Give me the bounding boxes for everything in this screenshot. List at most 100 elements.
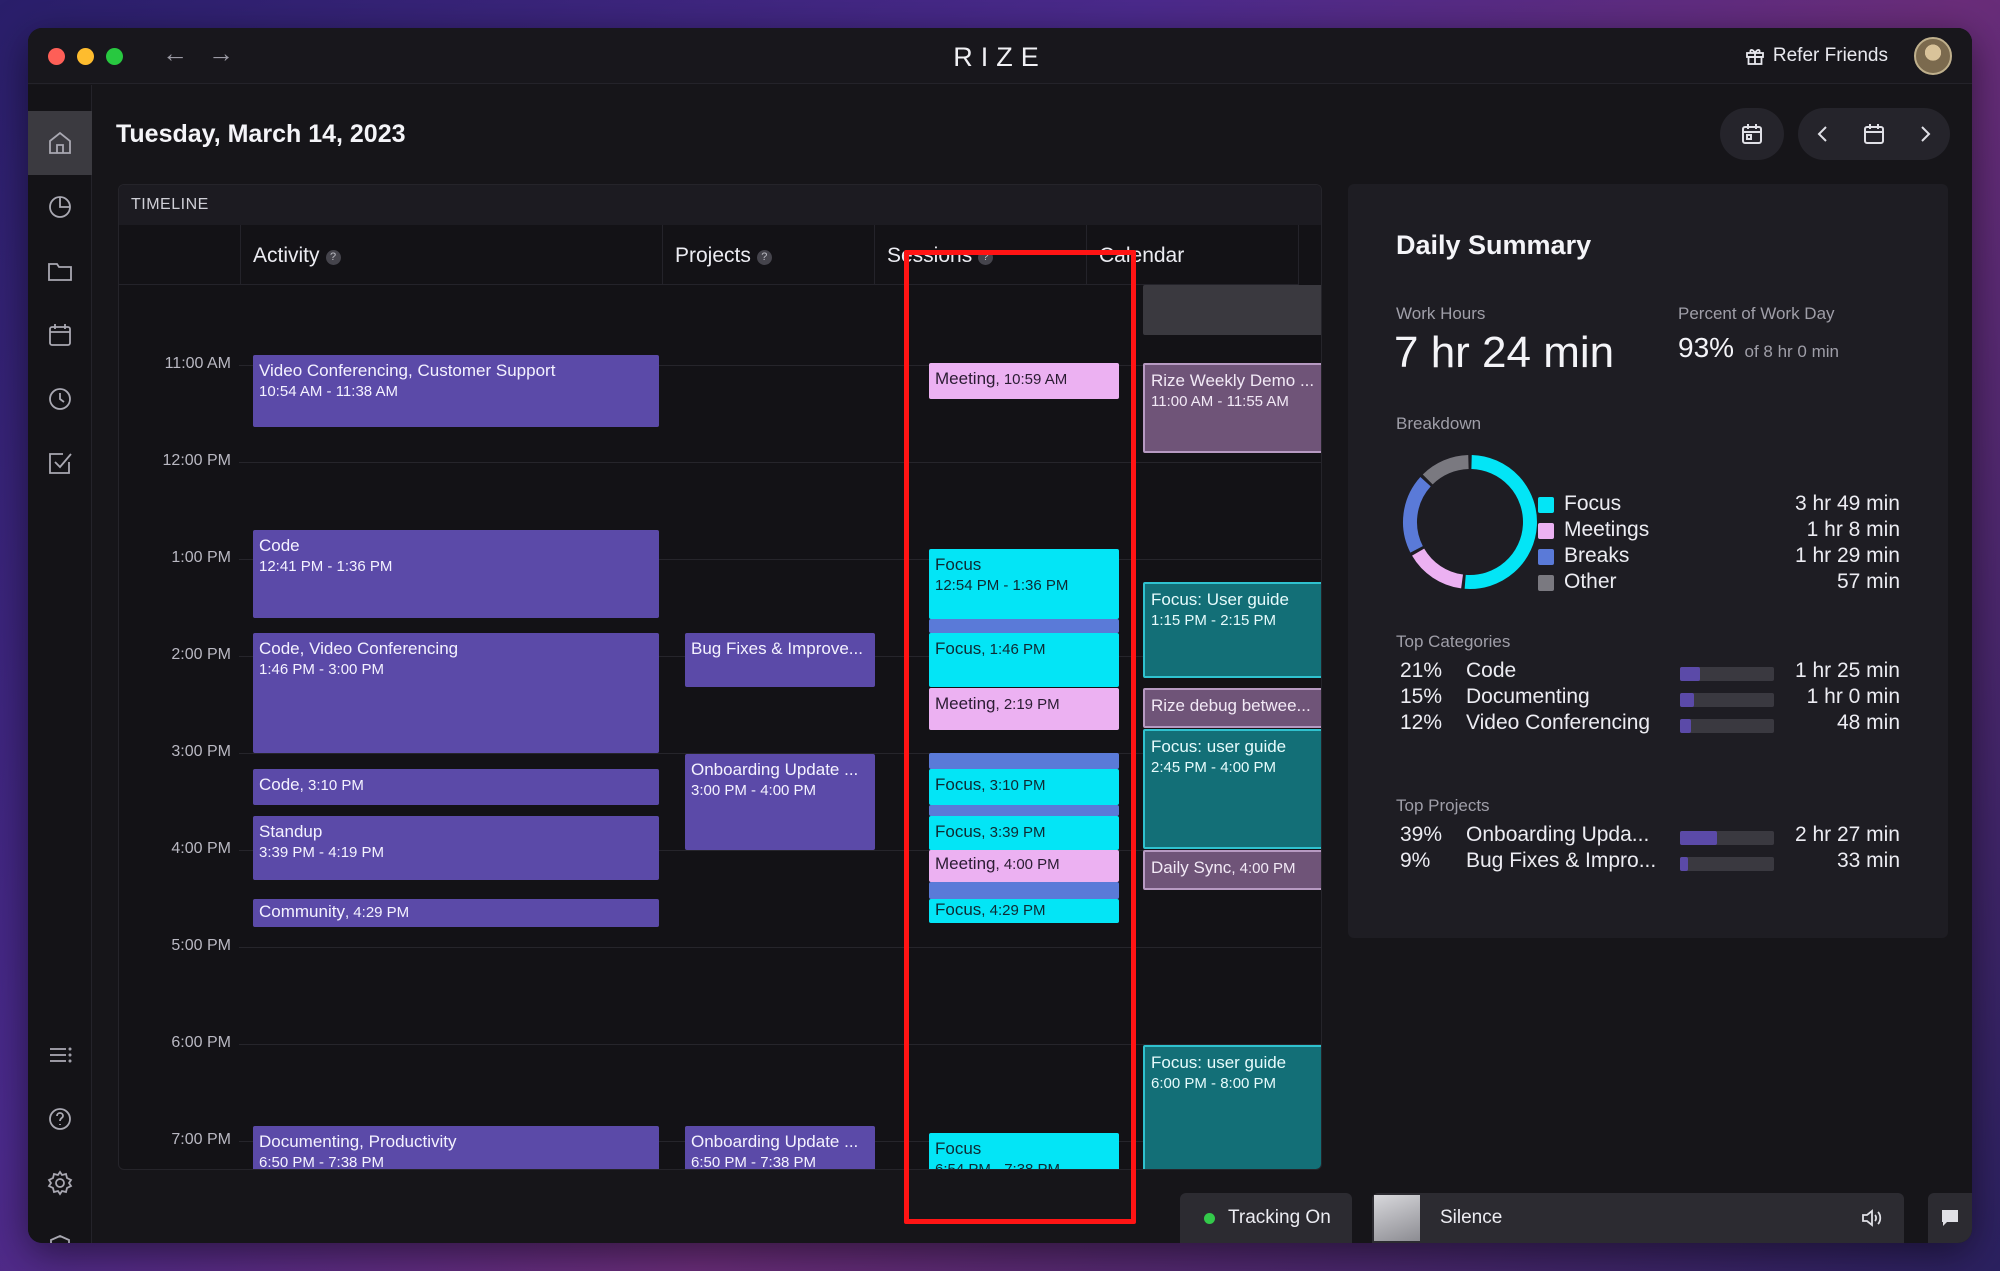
title-bar: ← → RIZE Refer Friends	[28, 28, 1972, 84]
project-block[interactable]: Onboarding Update ... 6:50 PM - 7:38 PM	[685, 1126, 875, 1169]
calendar-event[interactable]: Focus: user guide 6:00 PM - 8:00 PM	[1143, 1045, 1321, 1169]
calendar-event[interactable]: Focus: User guide 1:15 PM - 2:15 PM	[1143, 582, 1321, 678]
session-block[interactable]: Focus 12:54 PM - 1:36 PM	[929, 549, 1119, 619]
category-row[interactable]: 15% Documenting 1 hr 0 min	[1348, 685, 1948, 715]
volume-icon[interactable]	[1860, 1207, 1884, 1229]
category-time: 48 min	[1836, 711, 1900, 734]
legend-swatch	[1538, 497, 1554, 513]
help-icon[interactable]: ?	[325, 250, 341, 265]
sidebar-item-reports[interactable]	[28, 175, 92, 239]
category-percent: 15%	[1400, 685, 1443, 708]
break-block[interactable]	[929, 619, 1119, 633]
sidebar-item-settings[interactable]	[28, 1151, 92, 1215]
sidebar-item-privacy[interactable]	[28, 1215, 92, 1243]
category-row[interactable]: 12% Video Conferencing 48 min	[1348, 711, 1948, 741]
break-block[interactable]	[929, 805, 1119, 816]
activity-block[interactable]: Video Conferencing, Customer Support 10:…	[253, 355, 659, 427]
activity-block[interactable]: Documenting, Productivity 6:50 PM - 7:38…	[253, 1126, 659, 1170]
activity-block[interactable]: Code 12:41 PM - 1:36 PM	[253, 530, 659, 618]
activity-time: 6:50 PM - 7:38 PM	[259, 1154, 385, 1170]
project-row[interactable]: 39% Onboarding Upda... 2 hr 27 min	[1348, 823, 1948, 853]
column-header-activity: Activity?	[241, 225, 663, 285]
chat-button[interactable]	[1928, 1193, 1972, 1243]
session-time: , 3:39 PM	[981, 824, 1046, 841]
legend-swatch	[1538, 523, 1554, 539]
activity-block[interactable]: Code, 3:10 PM	[253, 769, 659, 805]
sidebar-item-home[interactable]	[28, 111, 92, 175]
time-label: 12:00 PM	[162, 452, 231, 469]
calendar-event[interactable]: Focus: user guide 2:45 PM - 4:00 PM	[1143, 729, 1321, 849]
calendar-event-time: 11:00 AM - 11:55 AM	[1151, 393, 1289, 410]
focus-music-player[interactable]: Silence	[1372, 1193, 1904, 1243]
session-block[interactable]: Focus, 3:39 PM	[929, 816, 1119, 850]
project-block[interactable]: Onboarding Update ... 3:00 PM - 4:00 PM	[685, 754, 875, 850]
category-bar	[1680, 693, 1774, 707]
session-block[interactable]: Meeting, 2:19 PM	[929, 688, 1119, 730]
session-title: Meeting	[935, 854, 996, 873]
sidebar-item-help[interactable]	[28, 1087, 92, 1151]
close-window-button[interactable]	[48, 48, 65, 65]
hour-line	[239, 559, 1321, 560]
time-label: 4:00 PM	[171, 840, 231, 857]
folder-icon	[48, 263, 72, 281]
breakdown-value: 3 hr 49 min	[1794, 492, 1900, 515]
maximize-window-button[interactable]	[106, 48, 123, 65]
calendar-event[interactable]: Rize debug betwee...	[1143, 688, 1321, 728]
help-icon[interactable]: ?	[756, 250, 772, 265]
tracking-dot-icon	[1204, 1213, 1215, 1224]
percent-of: of 8 hr 0 min	[1744, 342, 1840, 361]
app-title: RIZE	[953, 42, 1047, 72]
tracking-label: Tracking On	[1228, 1207, 1331, 1228]
activity-block[interactable]: Standup 3:39 PM - 4:19 PM	[253, 816, 659, 880]
session-block[interactable]: Focus 6:54 PM - 7:38 PM	[929, 1133, 1119, 1169]
sidebar-item-list[interactable]	[28, 1023, 92, 1087]
session-block[interactable]: Focus, 1:46 PM	[929, 633, 1119, 687]
session-block[interactable]: Meeting, 10:59 AM	[929, 363, 1119, 399]
hour-line	[239, 462, 1321, 463]
chevron-left-icon[interactable]	[1811, 122, 1835, 146]
project-row[interactable]: 9% Bug Fixes & Impro... 33 min	[1348, 849, 1948, 879]
gift-icon	[1745, 49, 1764, 65]
calendar-event-title: Rize debug betwee...	[1151, 696, 1311, 715]
calendar-block[interactable]	[1143, 285, 1321, 335]
session-block[interactable]: Meeting, 4:00 PM	[929, 850, 1119, 882]
clock-icon	[49, 388, 71, 410]
session-time: , 3:10 PM	[981, 777, 1046, 794]
music-label: Silence	[1440, 1207, 1503, 1228]
session-block[interactable]: Focus, 4:29 PM	[929, 899, 1119, 923]
session-block[interactable]: Focus, 3:10 PM	[929, 769, 1119, 805]
activity-title: Video Conferencing, Customer Support	[259, 361, 556, 380]
calendar-event-title: Rize Weekly Demo ...	[1151, 371, 1315, 390]
calendar-event-time: 6:00 PM - 8:00 PM	[1151, 1075, 1277, 1092]
activity-block[interactable]: Community, 4:29 PM	[253, 899, 659, 927]
sidebar-item-tasks[interactable]	[28, 431, 92, 495]
sidebar-item-projects[interactable]	[28, 239, 92, 303]
forward-arrow-icon[interactable]: →	[208, 38, 234, 68]
category-bar	[1680, 667, 1774, 681]
time-label: 2:00 PM	[171, 646, 231, 663]
tracking-status-button[interactable]: Tracking On	[1180, 1193, 1352, 1243]
calendar-event[interactable]: Daily Sync, 4:00 PM	[1143, 850, 1321, 890]
legend-swatch	[1538, 575, 1554, 591]
break-block[interactable]	[929, 753, 1119, 769]
activity-time: , 4:29 PM	[344, 904, 410, 921]
calendar-event-title: Focus: user guide	[1151, 737, 1287, 756]
calendar-event[interactable]: Rize Weekly Demo ... 11:00 AM - 11:55 AM	[1143, 363, 1321, 453]
project-bar	[1680, 831, 1774, 845]
session-title: Focus	[935, 555, 982, 574]
avatar[interactable]	[1914, 37, 1952, 75]
break-block[interactable]	[929, 882, 1119, 899]
project-block[interactable]: Bug Fixes & Improve...	[685, 633, 875, 687]
today-button[interactable]	[1720, 108, 1784, 160]
sidebar-item-calendar[interactable]	[28, 303, 92, 367]
activity-block[interactable]: Code, Video Conferencing 1:46 PM - 3:00 …	[253, 633, 659, 753]
calendar-picker-icon[interactable]	[1862, 122, 1886, 146]
category-row[interactable]: 21% Code 1 hr 25 min	[1348, 659, 1948, 689]
sidebar-item-history[interactable]	[28, 367, 92, 431]
shield-icon	[50, 1235, 70, 1243]
refer-friends-button[interactable]: Refer Friends	[1745, 45, 1888, 67]
back-arrow-icon[interactable]: ←	[162, 38, 188, 68]
time-label: 6:00 PM	[171, 1034, 231, 1051]
chevron-right-icon[interactable]	[1913, 122, 1937, 146]
minimize-window-button[interactable]	[77, 48, 94, 65]
